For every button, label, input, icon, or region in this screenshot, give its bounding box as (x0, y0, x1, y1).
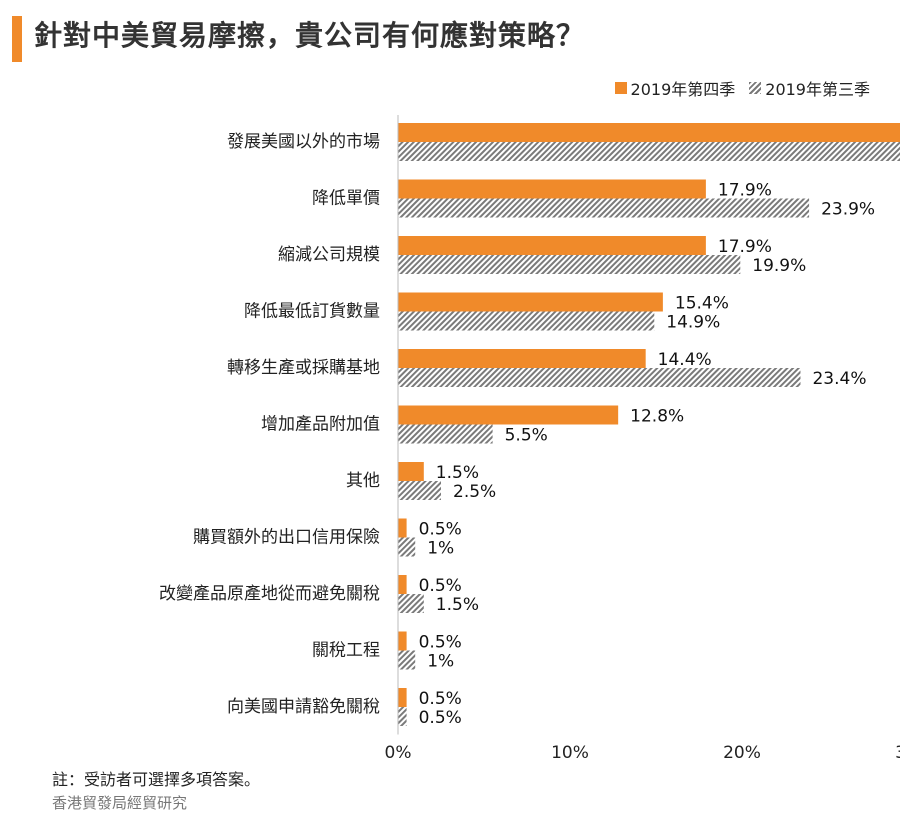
bar-q4 (398, 688, 407, 707)
bar-q4 (398, 518, 407, 538)
value-label-q3: 2.5% (453, 482, 496, 502)
legend-label-q3: 2019年第三季 (765, 80, 870, 99)
value-label-q3: 0.5% (419, 708, 462, 728)
legend: 2019年第四季 2019年第三季 (601, 76, 870, 100)
bar-q3 (398, 481, 441, 500)
bar-q3 (398, 707, 407, 726)
x-tick-label: 0% (385, 743, 412, 763)
value-label-q4: 14.4% (658, 350, 712, 370)
bar-q3 (398, 255, 741, 274)
footnote: 註：受訪者可選擇多項答案。 (52, 770, 261, 789)
value-label-q4: 0.5% (419, 633, 462, 653)
bar-q3 (398, 537, 416, 557)
category-label: 改變產品原產地從而避免關稅 (159, 584, 380, 604)
bar-q4 (398, 405, 619, 425)
value-label-q4: 12.8% (630, 407, 684, 427)
category-label: 發展美國以外的市場 (227, 132, 380, 152)
value-label-q4: 17.9% (718, 237, 772, 257)
source-credit: 香港貿發局經貿研究 (52, 794, 188, 812)
bar-q4 (398, 236, 706, 255)
value-label-q4: 17.9% (718, 181, 772, 201)
category-label: 增加產品附加值 (261, 415, 380, 435)
bar-q4 (398, 123, 900, 142)
category-label: 降低最低訂貨數量 (244, 302, 380, 322)
legend-item-q3: 2019年第三季 (749, 76, 870, 100)
bar-q4 (398, 575, 407, 594)
legend-item-q4: 2019年第四季 (614, 76, 736, 100)
legend-swatch-q3 (749, 82, 762, 94)
value-label-q3: 23.9% (821, 200, 875, 220)
x-tick-label: 30% (895, 743, 900, 763)
bar-q3 (398, 650, 416, 670)
bar-q4 (398, 179, 706, 199)
value-label-q3: 5.5% (505, 426, 548, 446)
bar-q4 (398, 631, 407, 651)
bar-q3 (398, 142, 900, 161)
title-accent-bar (12, 16, 22, 62)
category-label: 轉移生產或採購基地 (227, 358, 380, 378)
bar-q4 (398, 462, 424, 481)
category-label: 縮減公司規模 (278, 245, 380, 265)
legend-label-q4: 2019年第四季 (630, 80, 736, 99)
category-label: 購買額外的出口信用保險 (193, 528, 380, 548)
value-label-q3: 1% (427, 652, 454, 672)
value-label-q3: 14.9% (666, 313, 720, 333)
value-label-q4: 0.5% (419, 520, 462, 540)
bar-q4 (398, 349, 646, 368)
value-label-q4: 15.4% (675, 294, 729, 314)
bar-q4 (398, 292, 663, 312)
value-label-q3: 23.4% (812, 369, 866, 389)
category-label: 向美國申請豁免關稅 (227, 697, 380, 717)
bar-q3 (398, 594, 424, 613)
value-label-q3: 19.9% (752, 256, 806, 276)
value-label-q4: 1.5% (436, 463, 479, 483)
bar-q3 (398, 311, 655, 331)
bar-q3 (398, 198, 810, 218)
x-tick-label: 20% (723, 743, 761, 763)
legend-swatch-q4 (614, 82, 627, 94)
bar-q3 (398, 368, 801, 387)
category-label: 降低單價 (312, 189, 380, 209)
category-label: 關稅工程 (312, 641, 380, 661)
x-tick-label: 10% (551, 743, 589, 763)
value-label-q3: 1% (427, 539, 454, 559)
bar-q3 (398, 424, 493, 444)
value-label-q3: 1.5% (436, 595, 479, 615)
value-label-q4: 0.5% (419, 689, 462, 709)
value-label-q4: 0.5% (419, 576, 462, 596)
chart-title: 針對中美貿易摩擦，貴公司有何應對策略？ (34, 19, 586, 52)
category-label: 其他 (346, 471, 380, 491)
